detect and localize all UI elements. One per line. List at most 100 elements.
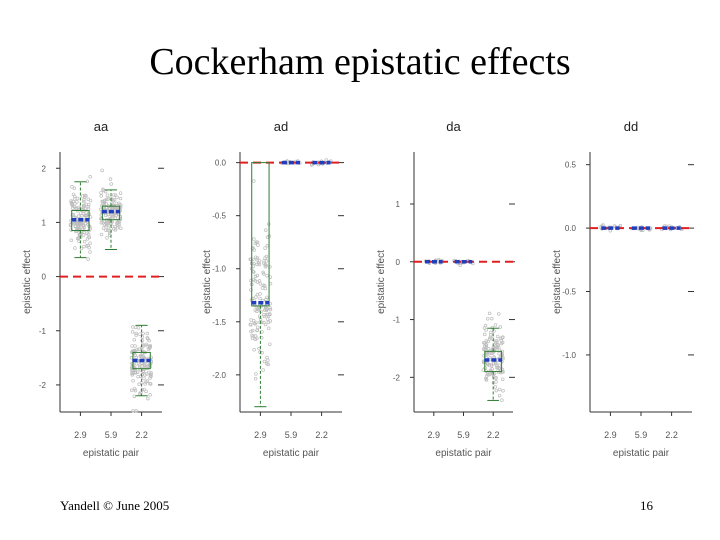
data-point [483, 344, 487, 348]
data-point [82, 239, 87, 244]
data-point [104, 223, 109, 228]
data-point [129, 356, 134, 360]
data-point [267, 312, 272, 316]
data-point [133, 344, 137, 348]
x-tick-label: 2.2 [487, 430, 500, 440]
data-point [112, 193, 116, 197]
x-axis-label: epistatic pair [613, 448, 670, 459]
data-point [143, 382, 147, 386]
data-point [149, 372, 153, 377]
data-point [76, 214, 81, 218]
data-point [264, 228, 268, 232]
data-point [262, 314, 267, 319]
data-point [133, 325, 138, 330]
data-point [118, 196, 123, 201]
y-tick-label: 0.0 [565, 224, 577, 233]
slide-title: Cockerham epistatic effects [149, 41, 571, 83]
data-point [142, 367, 147, 371]
data-point [248, 322, 253, 327]
data-point [149, 374, 153, 379]
data-point [500, 336, 505, 340]
data-point [130, 344, 134, 348]
data-point [139, 390, 143, 395]
data-point [79, 211, 83, 215]
data-point [251, 318, 256, 323]
y-axis-label: epistatic effect [202, 250, 213, 314]
data-point [134, 370, 138, 375]
data-point [137, 382, 141, 386]
data-point [486, 361, 490, 366]
data-point [260, 286, 265, 290]
data-point [104, 228, 108, 232]
data-point [81, 233, 86, 237]
data-point [490, 316, 494, 321]
data-point [268, 306, 272, 310]
data-point [117, 201, 121, 206]
y-tick-label: 2 [42, 164, 47, 173]
footer-copyright: Yandell © June 2005 [60, 498, 170, 513]
data-point [147, 338, 151, 343]
data-point [140, 387, 145, 392]
data-point [133, 353, 137, 358]
data-point [493, 385, 498, 389]
data-point [252, 277, 256, 282]
y-tick-label: -0.5 [562, 288, 576, 297]
data-point [497, 387, 502, 392]
data-point [69, 238, 74, 243]
data-point [259, 309, 263, 314]
data-point [131, 378, 135, 383]
data-point [134, 361, 139, 366]
data-point [105, 220, 109, 225]
data-point [86, 257, 90, 261]
x-tick-label: 2.2 [315, 430, 328, 440]
data-point [117, 222, 121, 227]
data-point [249, 278, 253, 283]
data-point [81, 204, 86, 208]
chart-panel-ad: ad 0.0 -0.5 -1.0 -1.5 -2.0 2.9 5.9 2.2 epistatic … [202, 119, 344, 459]
data-point [265, 355, 269, 360]
data-point [142, 376, 146, 381]
data-point [103, 213, 108, 218]
x-tick-label: 2.9 [428, 430, 441, 440]
data-point [255, 325, 260, 330]
data-point [106, 226, 111, 230]
data-point [494, 380, 498, 384]
data-point [254, 295, 258, 299]
data-point [88, 198, 93, 203]
y-tick-label: -1.0 [212, 265, 226, 274]
data-point [258, 296, 262, 301]
data-point [258, 281, 263, 286]
x-tick-label: 5.9 [457, 430, 470, 440]
data-point [493, 323, 498, 327]
data-point [265, 317, 270, 321]
data-point [104, 197, 109, 202]
data-point [258, 292, 262, 296]
data-point [309, 163, 314, 167]
data-point [482, 353, 486, 358]
data-point [492, 329, 496, 333]
data-point [268, 307, 273, 312]
data-point [483, 332, 487, 337]
data-point [256, 243, 260, 247]
chart-panel-dd: dd 0.5 0.0 -0.5 -1.0 2.9 5.9 2.2 epistatic pair e… [552, 119, 694, 459]
x-axis-label: epistatic pair [83, 448, 140, 459]
data-point [264, 254, 269, 259]
data-point [105, 236, 109, 240]
data-point [141, 331, 145, 336]
panel-title: ad [274, 119, 288, 134]
data-point [73, 246, 77, 250]
data-point [263, 286, 268, 291]
data-point [146, 396, 150, 401]
data-point [148, 382, 153, 386]
data-point [101, 187, 105, 192]
data-point [268, 265, 272, 269]
data-point [257, 259, 262, 263]
data-point [84, 244, 89, 248]
data-point [255, 336, 259, 341]
data-point [69, 228, 73, 232]
data-point [324, 158, 329, 162]
y-tick-label: -1 [393, 316, 401, 325]
data-point [69, 201, 74, 205]
data-point [494, 365, 499, 370]
x-axis-label: epistatic pair [263, 448, 320, 459]
